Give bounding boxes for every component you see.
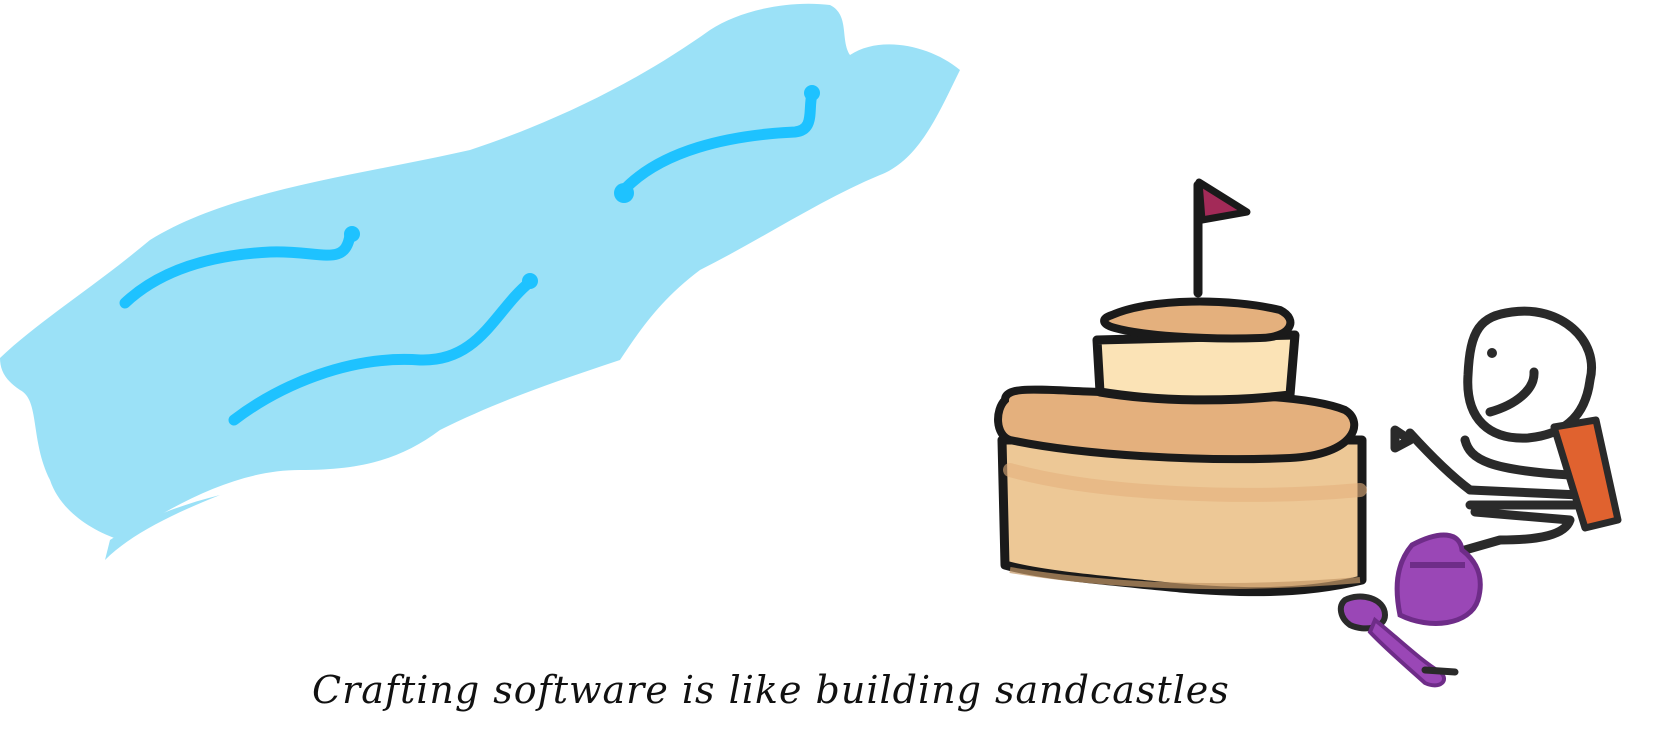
- bucket-icon: [1394, 532, 1483, 626]
- wave-2: [228, 276, 536, 426]
- wave-1: [119, 229, 356, 309]
- person-head: [1463, 306, 1596, 443]
- castle-top-cap: [1100, 297, 1295, 343]
- wave-dot-1: [344, 226, 360, 242]
- sandcastle-drawing: [994, 178, 1367, 597]
- castle-bottom-tier: [997, 435, 1367, 597]
- water-blob: [0, 3, 960, 540]
- stick-figure-person: [1390, 306, 1622, 555]
- person-mouth: [1485, 367, 1539, 417]
- castle-top-tier: [1092, 330, 1300, 405]
- castle-bottom-shading: [1003, 463, 1367, 502]
- wave-dot-3: [804, 85, 820, 101]
- water-drawing: [0, 3, 960, 560]
- flag-icon: [1195, 178, 1251, 224]
- shovel-grip: [1421, 666, 1459, 676]
- person-eye: [1487, 348, 1497, 358]
- shovel-handle: [1367, 616, 1446, 688]
- person-legs: [1460, 507, 1575, 555]
- bucket-body: [1394, 532, 1483, 626]
- castle-bottom-base-line: [1009, 567, 1361, 590]
- wave-dot-4: [614, 183, 634, 203]
- person-shirt: [1550, 416, 1622, 532]
- wave-3: [616, 88, 818, 198]
- person-body: [1460, 435, 1585, 510]
- caption-text: Crafting software is like building sandc…: [312, 668, 1230, 712]
- person-arm: [1390, 425, 1475, 495]
- wave-dot-2: [522, 273, 538, 289]
- shovel-icon: [1337, 593, 1459, 688]
